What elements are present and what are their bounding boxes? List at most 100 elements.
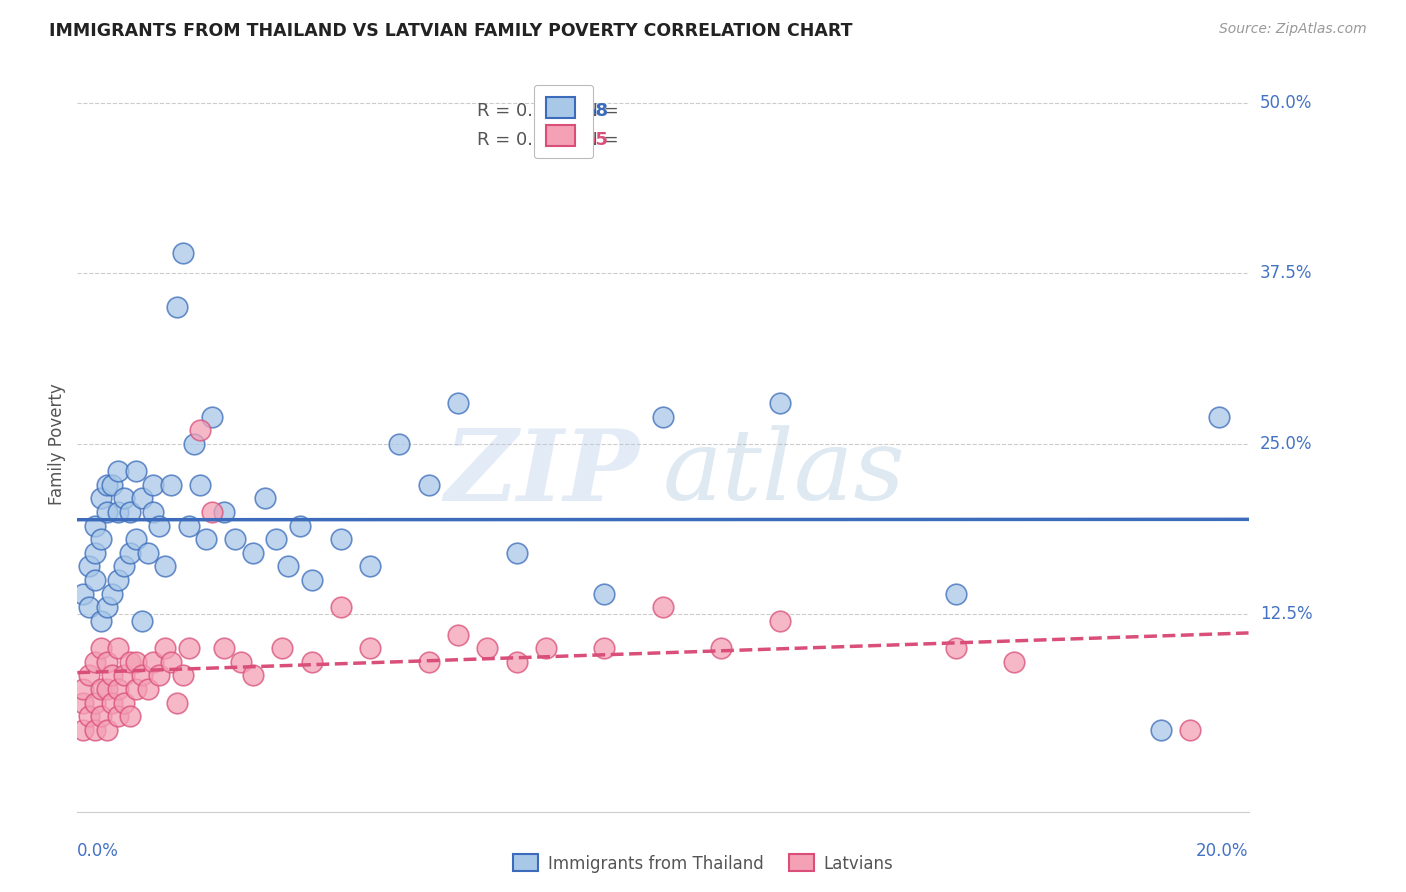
Point [593, 587, 616, 601]
Point [101, 668, 124, 682]
Point [652, 409, 675, 424]
Point [107, 464, 129, 478]
Point [266, 532, 288, 546]
Point [77, 709, 100, 723]
Point [90, 709, 112, 723]
Point [72, 681, 94, 696]
Point [153, 641, 176, 656]
Point [136, 681, 159, 696]
Point [112, 559, 135, 574]
Point [177, 641, 200, 656]
Legend: , : , [534, 85, 593, 158]
Point [652, 600, 675, 615]
Point [107, 641, 129, 656]
Point [77, 668, 100, 682]
Point [142, 505, 165, 519]
Point [301, 655, 323, 669]
Point [118, 655, 141, 669]
Text: atlas: atlas [664, 425, 905, 521]
Point [1208, 409, 1230, 424]
Point [118, 709, 141, 723]
Y-axis label: Family Poverty: Family Poverty [48, 383, 66, 505]
Point [271, 641, 294, 656]
Point [447, 396, 470, 410]
Point [112, 668, 135, 682]
Point [142, 655, 165, 669]
Point [195, 532, 218, 546]
Point [112, 491, 135, 506]
Point [90, 681, 112, 696]
Point [1002, 655, 1025, 669]
Text: R = 0.305   N =: R = 0.305 N = [477, 102, 624, 120]
Point [505, 546, 527, 560]
Text: 20.0%: 20.0% [1197, 842, 1249, 860]
Text: R = 0.048   N =: R = 0.048 N = [477, 131, 624, 149]
Point [77, 559, 100, 574]
Point [107, 681, 129, 696]
Point [329, 532, 352, 546]
Text: 55: 55 [583, 131, 609, 149]
Point [90, 491, 112, 506]
Point [242, 546, 264, 560]
Point [769, 396, 792, 410]
Point [172, 246, 194, 260]
Point [710, 641, 733, 656]
Point [148, 518, 170, 533]
Point [253, 491, 276, 506]
Point [96, 600, 118, 615]
Point [329, 600, 352, 615]
Legend: Immigrants from Thailand, Latvians: Immigrants from Thailand, Latvians [506, 847, 900, 880]
Point [166, 696, 188, 710]
Point [107, 505, 129, 519]
Point [83, 723, 105, 737]
Point [188, 423, 211, 437]
Point [201, 409, 224, 424]
Point [212, 641, 235, 656]
Point [96, 723, 118, 737]
Point [96, 505, 118, 519]
Point [101, 696, 124, 710]
Point [388, 436, 411, 450]
Point [101, 477, 124, 491]
Point [172, 668, 194, 682]
Point [83, 546, 105, 560]
Point [477, 641, 499, 656]
Point [72, 587, 94, 601]
Point [769, 614, 792, 628]
Text: 0.0%: 0.0% [77, 842, 120, 860]
Point [945, 587, 967, 601]
Point [201, 505, 224, 519]
Point [96, 655, 118, 669]
Point [418, 477, 440, 491]
Point [101, 587, 124, 601]
Point [90, 532, 112, 546]
Point [131, 614, 153, 628]
Point [288, 518, 311, 533]
Point [183, 436, 205, 450]
Point [447, 627, 470, 641]
Point [277, 559, 299, 574]
Point [107, 709, 129, 723]
Point [166, 301, 188, 315]
Point [418, 655, 440, 669]
Point [72, 696, 94, 710]
Point [118, 546, 141, 560]
Point [945, 641, 967, 656]
Point [1150, 723, 1173, 737]
Point [131, 668, 153, 682]
Point [83, 655, 105, 669]
Point [593, 641, 616, 656]
Point [142, 477, 165, 491]
Point [231, 655, 253, 669]
Point [83, 696, 105, 710]
Point [160, 477, 183, 491]
Point [107, 573, 129, 587]
Text: 37.5%: 37.5% [1260, 264, 1312, 283]
Point [125, 532, 148, 546]
Point [136, 546, 159, 560]
Text: 12.5%: 12.5% [1260, 605, 1312, 624]
Point [1178, 723, 1201, 737]
Text: 58: 58 [583, 102, 609, 120]
Point [212, 505, 235, 519]
Point [72, 723, 94, 737]
